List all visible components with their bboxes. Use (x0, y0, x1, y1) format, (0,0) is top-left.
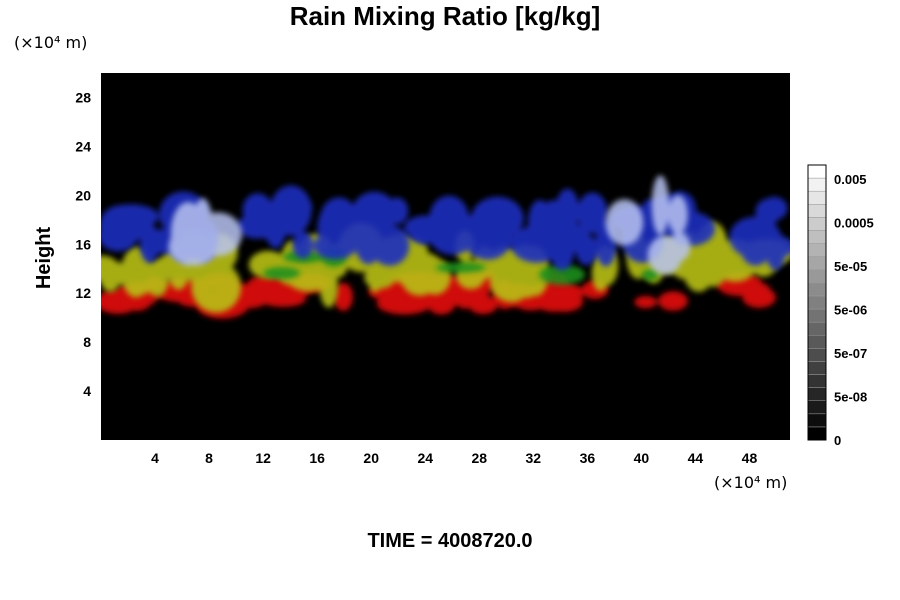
colorbar-level (807, 282, 827, 297)
colorbar-level (807, 334, 827, 349)
rain-cell (435, 262, 486, 273)
rain-cell (376, 292, 432, 315)
rain-cell (533, 294, 577, 310)
x-tick-label: 40 (634, 450, 650, 466)
rain-cell (605, 199, 644, 246)
x-tick-label: 48 (742, 450, 758, 466)
chart-title: Rain Mixing Ratio [kg/kg] (290, 1, 601, 31)
x-tick-label: 8 (205, 450, 213, 466)
y-axis-label: Height (33, 227, 55, 290)
x-tick-labels: 4 8 12 16 20 24 28 32 36 40 44 48 (151, 450, 757, 466)
x-tick-label: 28 (471, 450, 487, 466)
rain-cell (428, 210, 477, 255)
colorbar-level (807, 295, 827, 310)
rain-cell (760, 196, 788, 220)
x-tick-label: 4 (151, 450, 159, 466)
time-label: TIME = 4008720.0 (367, 530, 533, 552)
colorbar-label: 0 (834, 433, 841, 448)
y-tick-label: 4 (83, 383, 91, 399)
colorbar-labels: 0.005 0.0005 5e-05 5e-06 5e-07 5e-08 0 (834, 172, 874, 448)
y-tick-label: 24 (75, 138, 91, 154)
rain-cell (549, 230, 575, 271)
rain-cell (746, 235, 790, 259)
x-tick-label: 36 (580, 450, 596, 466)
rain-cell (468, 295, 498, 315)
colorbar (807, 164, 827, 441)
rain-cell (292, 231, 314, 259)
colorbar-level (807, 204, 827, 218)
rain-cell (101, 219, 138, 252)
rain-cell (658, 291, 688, 311)
rain-cell (647, 235, 683, 275)
y-tick-label: 28 (75, 89, 91, 105)
colorbar-level (807, 217, 827, 231)
x-tick-label: 44 (688, 450, 704, 466)
rain-cell (641, 268, 659, 281)
y-tick-labels: 4 8 12 16 20 24 28 (75, 89, 91, 399)
colorbar-level (807, 164, 827, 179)
x-unit-label: (×10⁴ m) (714, 473, 787, 492)
colorbar-label: 5e-05 (834, 259, 867, 274)
colorbar-level (807, 321, 827, 336)
colorbar-level (807, 400, 827, 415)
x-tick-label: 16 (309, 450, 325, 466)
colorbar-level (807, 256, 827, 271)
y-tick-label: 20 (75, 187, 91, 203)
rain-cell (263, 267, 301, 280)
rain-cell (170, 201, 206, 266)
rain-cell (651, 175, 670, 236)
colorbar-level (807, 413, 827, 428)
rain-cell (683, 246, 715, 292)
rain-cell (385, 197, 409, 225)
colorbar-level (807, 374, 827, 388)
rain-cell (577, 192, 608, 234)
rain-cell (351, 191, 397, 235)
y-unit-label: (×10⁴ m) (14, 33, 87, 52)
rain-cell (370, 225, 410, 266)
rain-cell (242, 193, 273, 227)
colorbar-level (807, 269, 827, 284)
rain-cell (753, 283, 771, 303)
y-tick-label: 12 (75, 285, 91, 301)
colorbar-label: 0.005 (834, 172, 867, 187)
colorbar-level (807, 230, 827, 244)
colorbar-level (807, 243, 827, 257)
colorbar-frame (807, 164, 827, 441)
x-tick-label: 20 (363, 450, 379, 466)
colorbar-level (807, 426, 827, 441)
colorbar-level (807, 387, 827, 401)
rain-cell (333, 282, 353, 311)
colorbar-level (807, 348, 827, 362)
colorbar-level (807, 190, 827, 205)
rain-cell (366, 257, 383, 293)
rain-cell (191, 261, 242, 313)
colorbar-level (807, 177, 827, 192)
y-tick-label: 8 (83, 334, 91, 350)
y-tick-label: 16 (75, 236, 91, 252)
rain-cell (539, 264, 586, 285)
rain-cell (101, 260, 121, 293)
rain-cell (634, 295, 657, 309)
rain-layer (168, 175, 691, 275)
rain-cell (555, 188, 580, 233)
colorbar-level (807, 308, 827, 323)
colorbar-label: 0.0005 (834, 216, 874, 231)
x-tick-label: 24 (417, 450, 433, 466)
colorbar-level (807, 361, 827, 375)
x-tick-label: 12 (255, 450, 271, 466)
colorbar-label: 5e-08 (834, 390, 867, 405)
rain-field (101, 175, 790, 319)
colorbar-label: 5e-07 (834, 346, 867, 361)
rain-cell (667, 194, 688, 235)
rain-cell (270, 185, 312, 236)
x-tick-label: 32 (526, 450, 542, 466)
colorbar-label: 5e-06 (834, 303, 867, 318)
rain-cell (317, 208, 337, 249)
